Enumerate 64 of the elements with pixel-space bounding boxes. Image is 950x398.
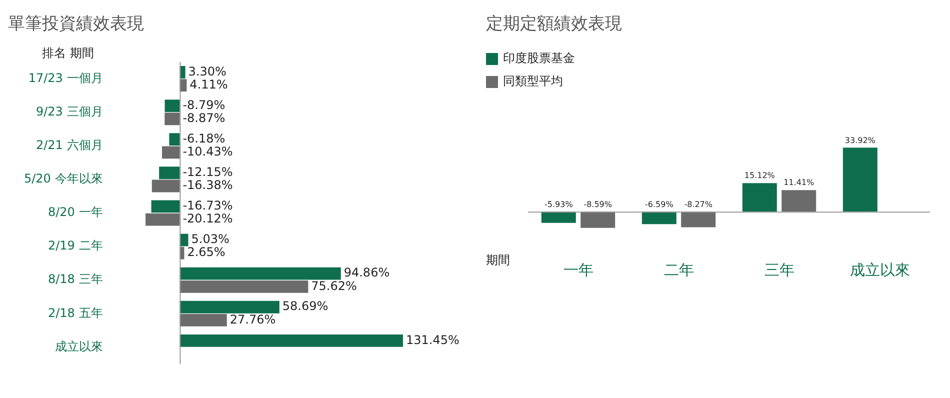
data-label: -6.59% [644,200,674,209]
y-tick-label: 5/20 今年以來 [24,172,103,186]
data-label: -20.12% [182,212,233,226]
y-axis-title: 排名 期間 [42,46,94,60]
chart-title: 單筆投資績效表現 [8,13,144,35]
x-tick-label: 成立以來 [850,260,910,279]
bar [152,180,180,192]
bar [146,213,180,226]
x-tick-label: 三年 [764,260,794,279]
data-label: 4.11% [190,77,228,92]
bar [164,100,180,112]
bar [169,133,180,146]
bar [180,280,308,293]
data-label: 58.69% [282,299,328,314]
y-tick-label: 成立以來 [54,339,103,354]
data-label: -10.43% [182,144,233,159]
data-label: -8.27% [684,200,713,209]
data-label: 5.03% [191,232,230,246]
chart-title: 定期定額績效表現 [486,13,622,35]
y-tick-label: 2/19 二年 [48,238,103,253]
data-label: 131.45% [406,332,460,347]
y-tick-label: 9/23 三個月 [36,104,103,118]
bar [159,166,180,180]
bar [842,148,878,212]
legend-label: 印度股票基金 [503,50,575,67]
bar [580,212,616,228]
bar [180,66,186,78]
bar [742,183,777,212]
y-tick-label: 17/23 一個月 [28,70,103,85]
bar [180,314,227,326]
data-label: -8.59% [584,200,612,209]
x-axis-title: 期間 [486,253,510,268]
data-label: -16.73% [182,198,233,213]
data-label: 94.86% [344,266,390,280]
x-tick-label: 二年 [664,260,694,279]
y-tick-label: 2/21 六個月 [36,138,103,152]
data-label: 11.41% [784,178,814,188]
y-tick-label: 8/20 一年 [48,205,103,220]
bar [541,212,576,223]
bar [162,146,180,159]
data-label: -16.38% [182,178,233,192]
bar [180,267,341,280]
bar [642,212,676,224]
bar [151,200,180,213]
bar [681,212,716,228]
data-label: 33.92% [844,136,876,145]
data-label: 75.62% [311,278,357,293]
data-label: -6.18% [182,131,226,146]
data-label: -8.79% [182,98,226,112]
bar [180,334,404,347]
data-label: 3.30% [188,64,226,78]
bar [782,190,816,212]
data-label: 15.12% [744,171,776,180]
bar [180,300,280,314]
data-label: -5.93% [544,200,574,209]
legend-label: 同類型平均 [503,73,563,90]
y-tick-label: 8/18 三年 [48,272,103,286]
x-tick-label: 一年 [563,260,594,279]
data-label: 2.65% [187,245,226,260]
y-tick-label: 2/18 五年 [48,306,103,320]
data-label: -8.87% [182,111,226,125]
data-label: 27.76% [230,312,276,326]
bar [164,112,180,126]
data-label: -12.15% [182,165,233,180]
